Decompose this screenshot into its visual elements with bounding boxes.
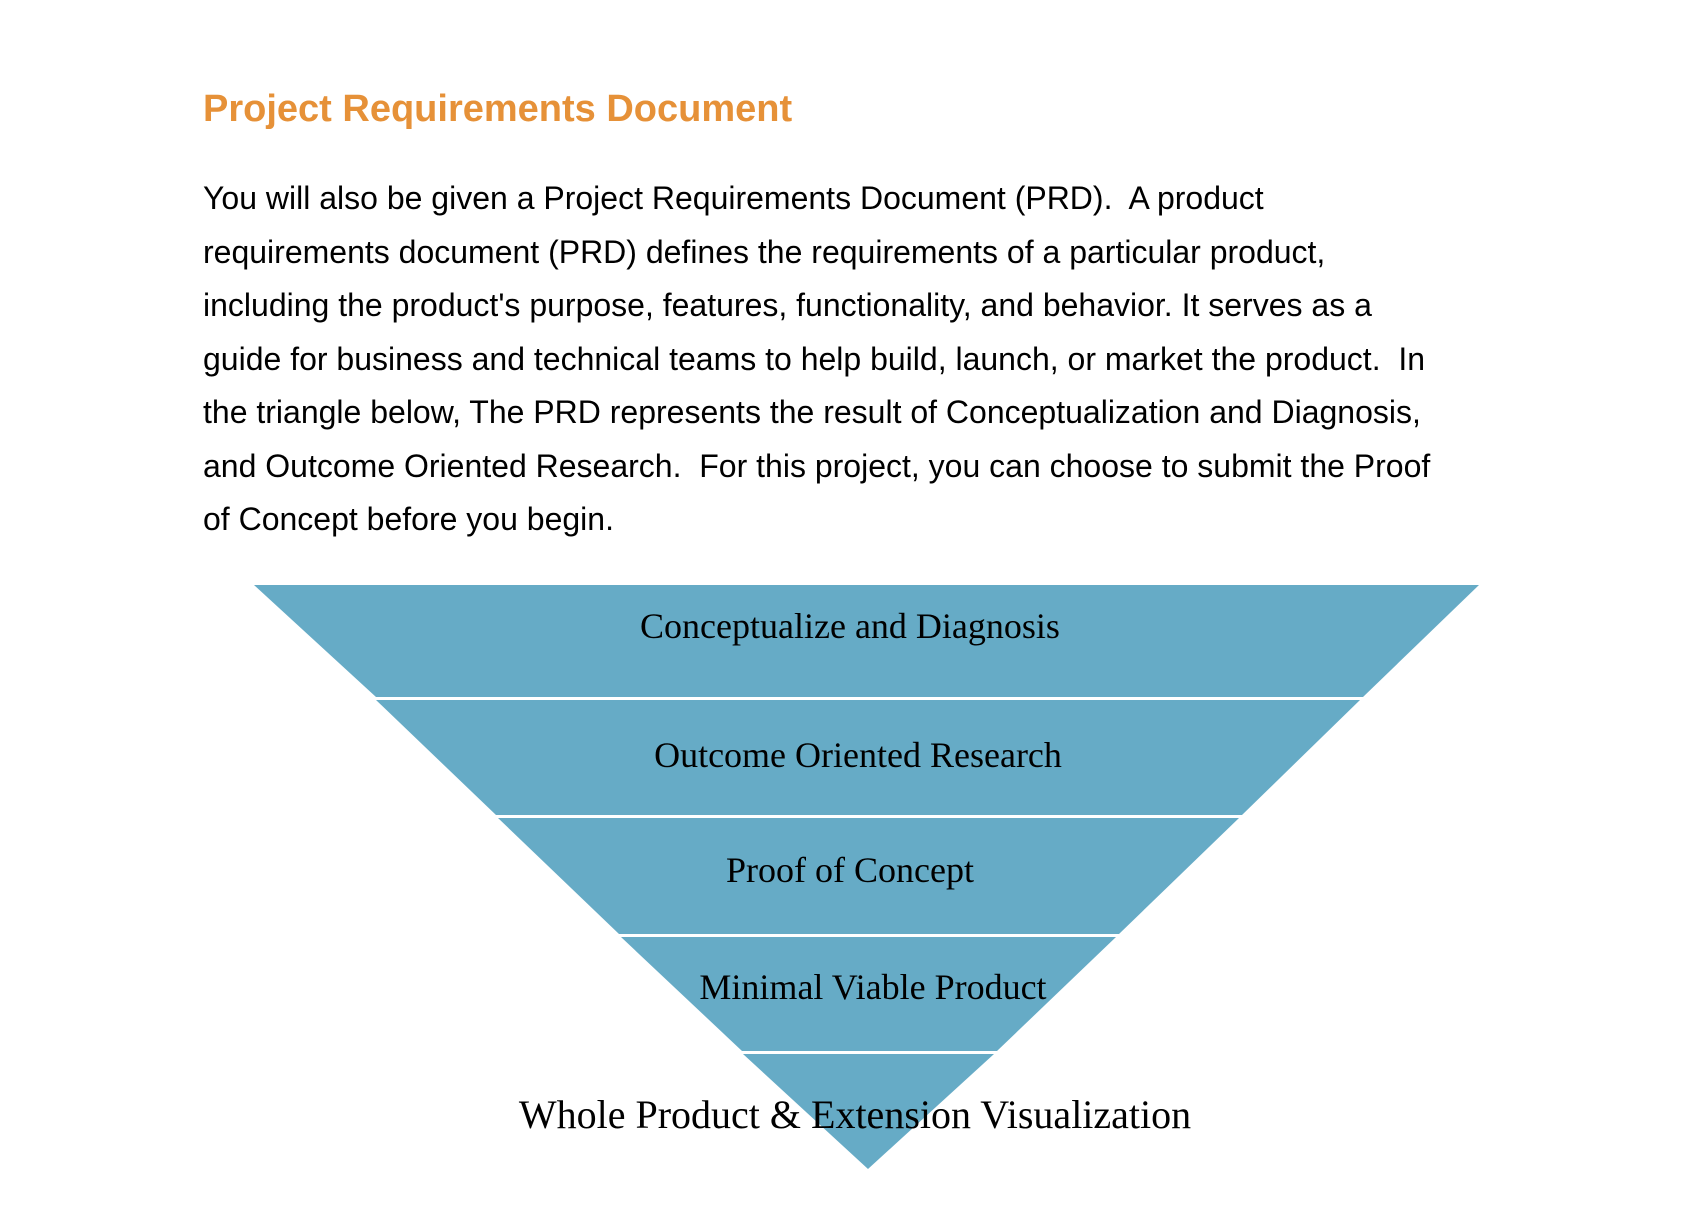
paragraph-line: the triangle below, The PRD represents t… [203,394,1421,430]
paragraph-line: You will also be given a Project Require… [203,180,1264,216]
intro-paragraph: You will also be given a Project Require… [203,172,1523,547]
paragraph-line: including the product's purpose, feature… [203,287,1372,323]
funnel-band-3 [498,818,1239,934]
funnel-level-5-label: Whole Product & Extension Visualization [519,1092,1191,1137]
funnel-level-1-label: Conceptualize and Diagnosis [640,606,1060,646]
funnel-band-5 [743,1054,994,1169]
funnel-band-2 [376,700,1360,815]
funnel-level-2-label: Outcome Oriented Research [654,735,1062,775]
funnel-level-3-label: Proof of Concept [726,850,974,890]
document-heading: Project Requirements Document [203,88,793,130]
funnel-band-1 [254,585,1479,697]
paragraph-line: guide for business and technical teams t… [203,340,1426,377]
paragraph-line: requirements document (PRD) defines the … [203,233,1326,270]
paragraph-line: of Concept before you begin. [203,501,614,537]
funnel-level-4-label: Minimal Viable Product [699,967,1046,1007]
paragraph-line: and Outcome Oriented Research. For this … [203,447,1431,484]
funnel-band-4 [621,937,1116,1051]
